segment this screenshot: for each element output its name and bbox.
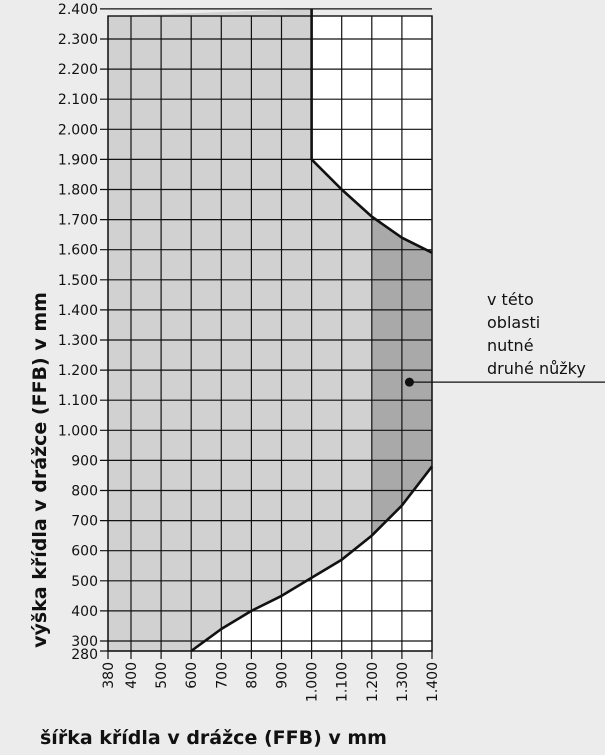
- annotation-text: oblasti: [487, 313, 540, 332]
- y-tick-label: 1.900: [58, 152, 98, 168]
- annotation-point: [404, 377, 414, 387]
- x-tick-label: 1.000: [305, 662, 321, 702]
- y-tick-label: 1.200: [58, 363, 98, 379]
- x-tick-label: 600: [184, 662, 200, 689]
- x-tick-label: 1.100: [335, 662, 351, 702]
- y-tick-label: 1.500: [58, 273, 98, 289]
- y-tick-label: 700: [71, 514, 98, 530]
- y-tick-label: 1.700: [58, 213, 98, 229]
- x-tick-label: 500: [154, 662, 170, 689]
- x-tick-label: 380: [101, 662, 117, 689]
- y-tick-label: 600: [71, 544, 98, 560]
- x-tick-label: 900: [275, 662, 291, 689]
- plot-frame: [107, 15, 433, 652]
- y-tick-label: 400: [71, 604, 98, 620]
- y-tick-label: 1.300: [58, 333, 98, 349]
- x-tick-label: 800: [244, 662, 260, 689]
- annotation-text: druhé nůžky: [487, 359, 586, 378]
- y-tick-label: 2.100: [58, 92, 98, 108]
- upper-boundary-line: [310, 8, 433, 254]
- y-tick-label: 1.100: [58, 393, 98, 409]
- y-tick-label: 1.000: [58, 423, 98, 439]
- y-tick-label: 2.300: [58, 32, 98, 48]
- y-tick-label: 1.600: [58, 243, 98, 259]
- y-tick-label: 1.400: [58, 303, 98, 319]
- y-axis-title: výška křídla v drážce (FFB) v mm: [29, 292, 51, 648]
- annotation-text: v této: [487, 290, 534, 309]
- x-tick-label: 1.200: [365, 662, 381, 702]
- y-tick-label: 900: [71, 453, 98, 469]
- x-tick-label: 1.300: [395, 662, 411, 702]
- y-tick-label: 2.000: [58, 122, 98, 138]
- x-axis-title: šířka křídla v drážce (FFB) v mm: [40, 727, 387, 749]
- y-tick-label: 280: [71, 647, 98, 663]
- y-tick-label: 800: [71, 484, 98, 500]
- lower-boundary-line: [190, 465, 434, 653]
- y-tick-label: 1.800: [58, 183, 98, 199]
- y-tick-label: 2.400: [58, 2, 98, 18]
- annotation-text: nutné: [487, 336, 534, 355]
- y-tick-label: 2.200: [58, 62, 98, 78]
- x-tick-label: 400: [124, 662, 140, 689]
- y-tick-label: 300: [71, 634, 98, 650]
- y-tick-label: 500: [71, 574, 98, 590]
- x-tick-label: 1.400: [425, 662, 441, 702]
- x-tick-label: 700: [214, 662, 230, 689]
